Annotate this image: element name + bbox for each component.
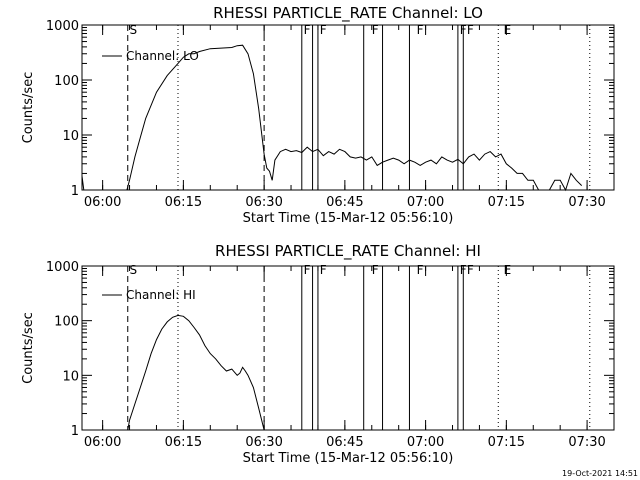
chart-title: RHESSI PARTICLE_RATE Channel: HI bbox=[215, 242, 481, 261]
x-tick-label: 06:45 bbox=[326, 435, 363, 450]
x-tick-label: 07:15 bbox=[488, 195, 525, 210]
flag-label: E bbox=[504, 263, 512, 277]
flag-label: E bbox=[504, 23, 512, 37]
flag-label: F bbox=[467, 23, 474, 37]
y-tick-label: 10 bbox=[62, 129, 79, 144]
x-tick-label: 06:00 bbox=[84, 435, 121, 450]
x-tick-label: 06:00 bbox=[84, 195, 121, 210]
flag-label: F bbox=[460, 23, 467, 37]
x-tick-label: 07:30 bbox=[568, 435, 605, 450]
flag-label: F bbox=[417, 263, 424, 277]
legend-label: Channel: LO bbox=[126, 49, 199, 63]
flag-label: F bbox=[460, 263, 467, 277]
x-tick-label: 07:00 bbox=[407, 435, 444, 450]
flag-label: F bbox=[304, 23, 311, 37]
flag-label: F bbox=[372, 263, 379, 277]
flag-label: S bbox=[130, 23, 138, 37]
flag-label: F bbox=[304, 263, 311, 277]
plot-frame bbox=[81, 265, 615, 431]
x-tick-label: 07:30 bbox=[568, 195, 605, 210]
x-axis-label: Start Time (15-Mar-12 05:56:10) bbox=[243, 211, 454, 226]
flag-label: S bbox=[130, 263, 138, 277]
flag-label: F bbox=[320, 263, 327, 277]
x-tick-label: 06:45 bbox=[326, 195, 363, 210]
flag-label: F bbox=[417, 23, 424, 37]
y-tick-label: 1000 bbox=[46, 260, 79, 275]
flag-label: F bbox=[467, 263, 474, 277]
x-tick-label: 07:15 bbox=[488, 435, 525, 450]
y-axis-label: Counts/sec bbox=[21, 312, 36, 384]
y-axis-label: Counts/sec bbox=[21, 72, 36, 144]
lo-channel-panel: RHESSI PARTICLE_RATE Channel: LO Counts/s… bbox=[21, 4, 615, 226]
x-tick-label: 06:30 bbox=[245, 435, 282, 450]
y-tick-label: 1 bbox=[71, 184, 79, 199]
y-tick-label: 10 bbox=[62, 369, 79, 384]
x-axis-label: Start Time (15-Mar-12 05:56:10) bbox=[243, 451, 454, 466]
flag-label: F bbox=[372, 23, 379, 37]
y-tick-label: 100 bbox=[54, 315, 79, 330]
x-tick-label: 07:00 bbox=[407, 195, 444, 210]
series-line bbox=[81, 44, 583, 192]
series-line bbox=[127, 314, 265, 431]
x-tick-label: 06:30 bbox=[245, 195, 282, 210]
y-tick-label: 1000 bbox=[46, 19, 79, 34]
flag-label: F bbox=[320, 23, 327, 37]
x-tick-label: 06:15 bbox=[165, 435, 202, 450]
x-tick-label: 06:15 bbox=[165, 195, 202, 210]
legend-label: Channel: HI bbox=[126, 288, 196, 302]
plot-frame bbox=[81, 24, 615, 191]
y-tick-label: 100 bbox=[54, 74, 79, 89]
y-tick-label: 1 bbox=[71, 424, 79, 439]
chart-title: RHESSI PARTICLE_RATE Channel: LO bbox=[213, 4, 483, 23]
hi-channel-panel: RHESSI PARTICLE_RATE Channel: HI Counts/s… bbox=[21, 242, 615, 466]
footer-timestamp: 19-Oct-2021 14:51 bbox=[562, 469, 638, 478]
